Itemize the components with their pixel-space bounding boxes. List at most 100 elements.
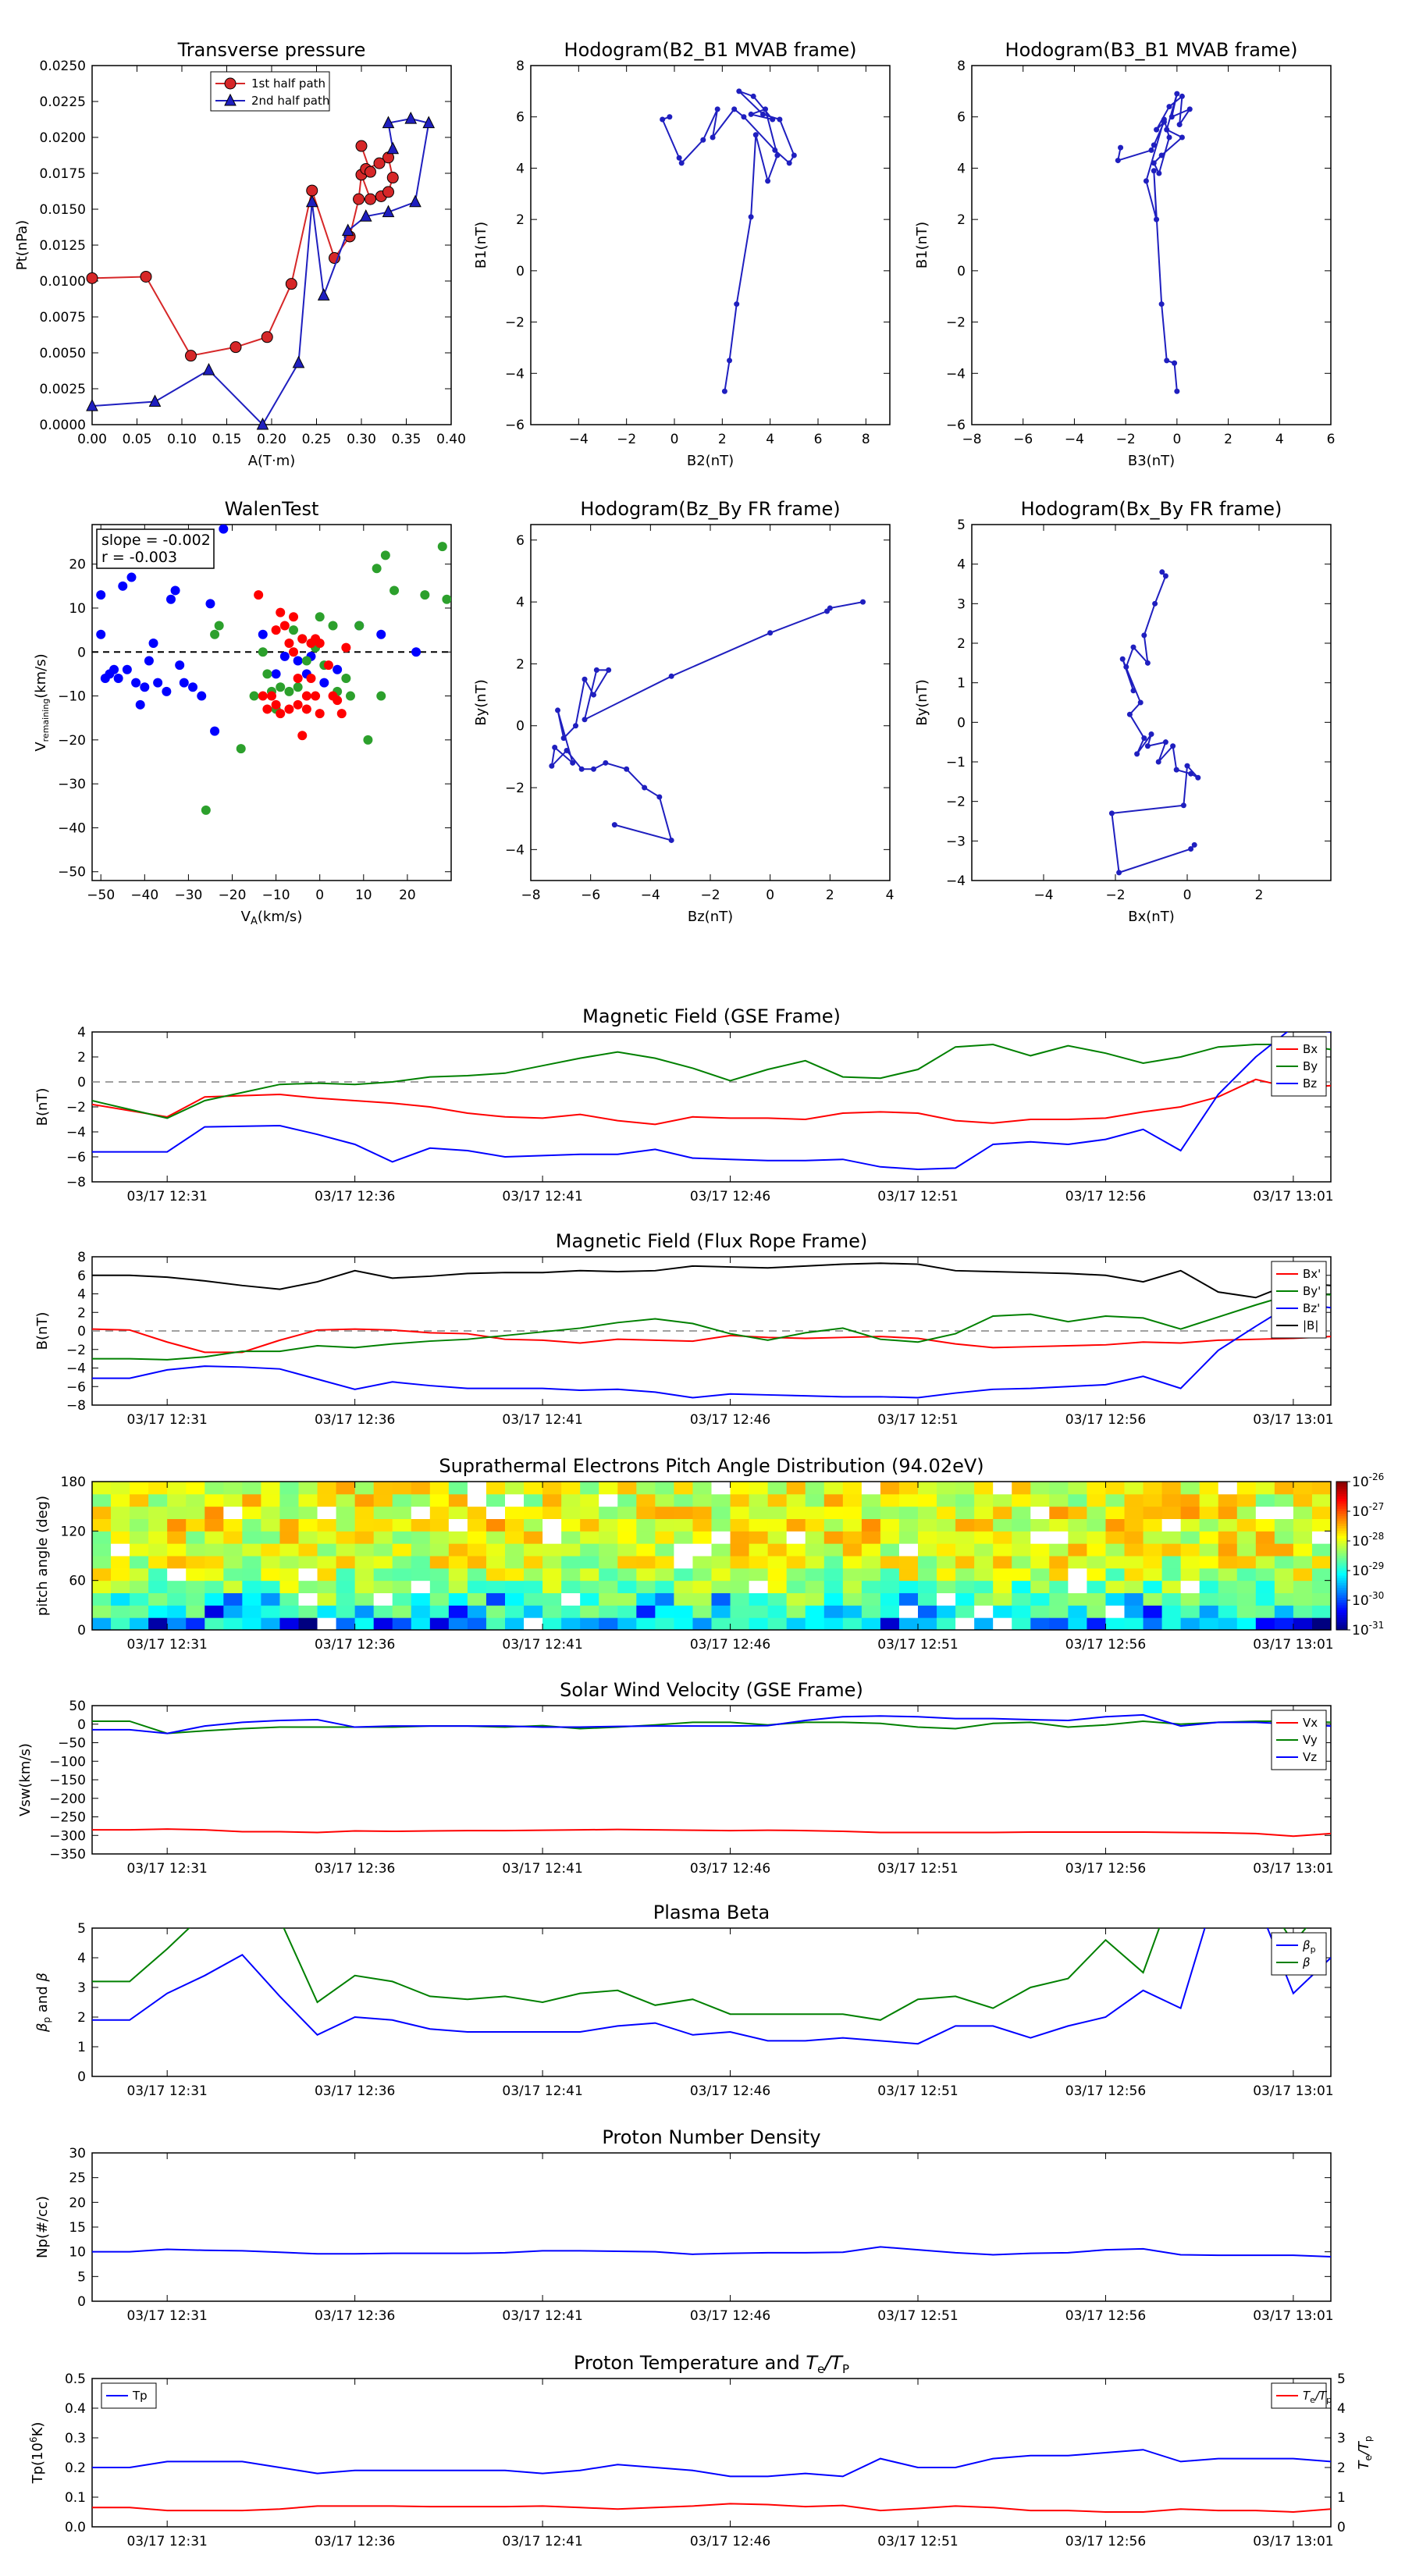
hxy-point [1123,664,1129,670]
pad-cell [505,1482,525,1495]
pad-cell [580,1617,599,1631]
pad-cell [993,1506,1012,1519]
walen-point [301,691,311,701]
pad-cell [111,1605,130,1618]
pad-cell [354,1531,375,1544]
pad-cell [354,1617,375,1631]
pad-cell [655,1482,674,1495]
pad-cell [655,1605,674,1618]
tp-ytick-label: 0.0025 [40,382,86,397]
hzy-ytick-label: 6 [516,533,525,549]
tpp-legend: Tp [101,2382,157,2409]
bgse-legend: Bx By Bz [1271,1036,1327,1097]
pad-cell [167,1592,187,1606]
pad-cell [261,1592,280,1606]
h31-point [1166,134,1172,141]
hxy-ytick-label: 4 [957,557,966,573]
pad-cell [898,1567,919,1582]
pad-cell [130,1518,149,1532]
pad-cell [205,1580,224,1593]
pad-cell [148,1580,168,1593]
walen-point [144,656,154,666]
pad-cell [542,1531,562,1544]
pad-cb-exp: -27 [1369,1501,1385,1512]
pad-cell [1068,1506,1087,1519]
h21-point [714,106,720,112]
pad-cell [1180,1567,1200,1582]
pad-colorbar-cell [1336,1573,1347,1576]
pad-xtick-label: 03/17 12:36 [315,1637,395,1653]
tpp-ytick-label: 1 [1337,2490,1346,2506]
hzy-point [593,667,599,673]
pad-cell [1143,1493,1163,1507]
pad-cell [1236,1482,1257,1495]
pad-cell [898,1493,919,1507]
hxy-series-line [1111,571,1199,874]
bfr-xtick-label: 03/17 13:01 [1253,1412,1333,1428]
pad-xtick-label: 03/17 12:51 [877,1637,958,1653]
hxy-point [1130,644,1136,650]
pad-colorbar-cell [1336,1516,1347,1519]
walen-point [289,647,299,657]
h31-ytick-label: 0 [957,264,966,279]
pad-cell [467,1556,487,1569]
pad-cell [1199,1506,1219,1519]
beta-ylabel-and: and [34,1982,51,2017]
pad-cell [805,1518,825,1532]
pad-cell [1049,1556,1069,1569]
pad-cell [186,1567,205,1582]
pad-cell [730,1543,750,1557]
pad-cell [1255,1531,1275,1544]
pad-cell [937,1580,956,1593]
vsw-xtick-label: 03/17 12:31 [126,1861,207,1877]
pad-cell [148,1567,168,1582]
bgse-ytick-label: −6 [66,1150,86,1165]
hzy-point [564,747,570,753]
pad-cell [505,1543,525,1557]
pad-cell [130,1605,149,1618]
pad-colorbar-label: 10-27 [1352,1501,1384,1520]
pad-cell [1143,1543,1163,1557]
pad-colorbar-label: 10-31 [1352,1620,1384,1638]
pad-cell [599,1531,618,1544]
pad-cell [861,1580,881,1593]
pad-cell [805,1592,825,1606]
pad-cell [993,1567,1012,1582]
pad-cell [692,1493,712,1507]
walen-point [140,682,150,692]
hzy-xlabel: Bz(nT) [688,909,733,925]
pad-cell [674,1605,693,1618]
pad-cell [148,1543,168,1557]
pad-cell [486,1580,506,1593]
pad-cell [467,1567,487,1582]
pad-cell [823,1482,844,1495]
vsw-xtick-label: 03/17 12:51 [877,1861,958,1877]
pad-cell [1293,1493,1313,1507]
pad-cell [730,1506,750,1519]
tp-legend: 1st half path 2nd half path [210,71,330,112]
pad-cell [392,1567,412,1582]
pad-cell [1087,1543,1106,1557]
pad-cell [242,1567,261,1582]
pad-cell [599,1567,618,1582]
walen-ytick-label: −40 [58,820,86,836]
tpp-legend: Te/Tp [1271,2382,1332,2409]
hzy-point [560,735,567,742]
pad-colorbar-cell [1336,1590,1347,1593]
vsw-xtick-label: 03/17 12:36 [315,1861,395,1877]
h21-ytick-label: −2 [505,315,525,331]
pad-colorbar-cell [1336,1556,1347,1559]
pad-cell [1124,1482,1144,1495]
pad-cell [167,1531,187,1544]
pad-cell [655,1531,674,1544]
pad-cell [111,1556,130,1569]
pad-cell [411,1531,431,1544]
pad-colorbar-cell [1336,1607,1347,1611]
hzy-axes-frame [530,524,891,881]
pad-cell [861,1543,881,1557]
tpp-ylabel-exp: 6 [28,2436,39,2443]
tp-point [365,165,376,178]
pad-cell [429,1605,450,1618]
pad-cell [1143,1580,1163,1593]
pad-colorbar-cell [1336,1605,1347,1608]
